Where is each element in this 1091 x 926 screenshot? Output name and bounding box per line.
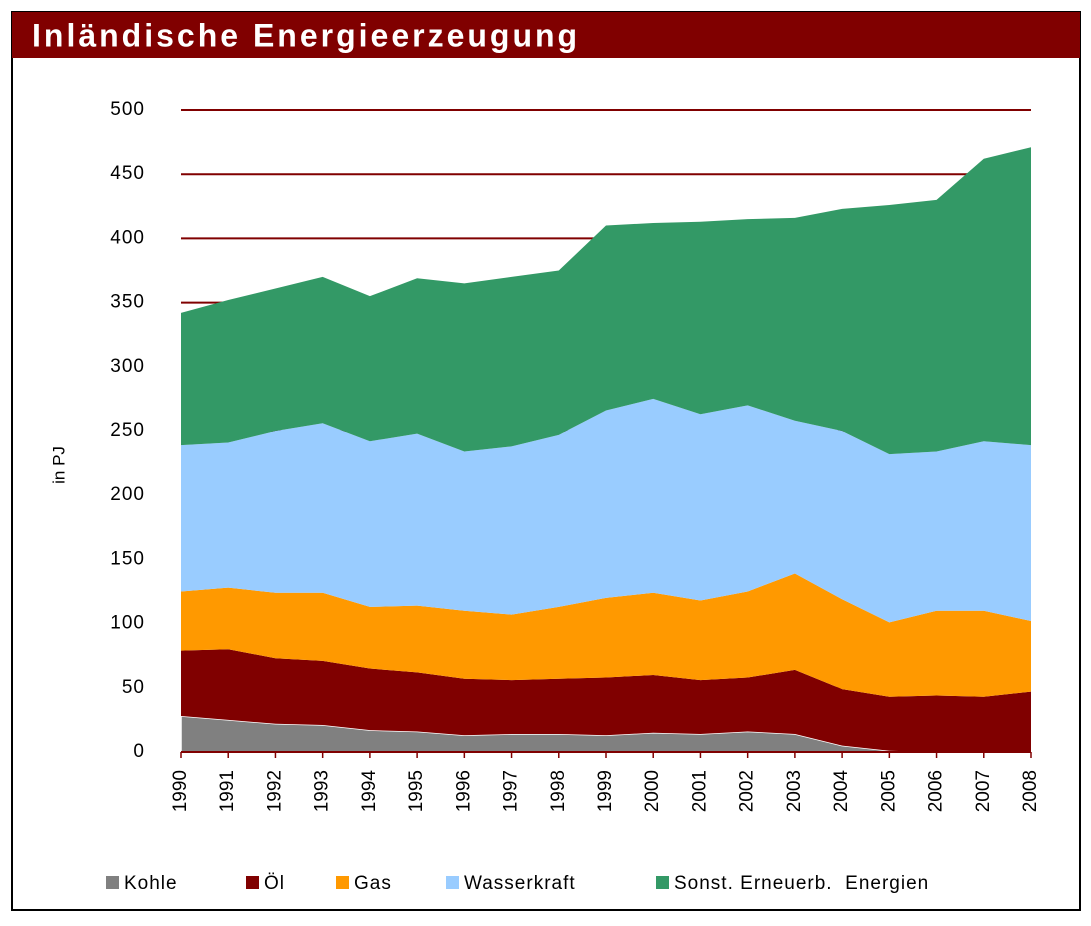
title-bar bbox=[12, 12, 1080, 58]
legend-swatch bbox=[446, 876, 459, 889]
legend-swatch bbox=[106, 876, 119, 889]
x-tick-label: 2008 bbox=[1020, 770, 1041, 812]
legend-label: Öl bbox=[264, 873, 285, 894]
x-tick-label: 1999 bbox=[595, 770, 616, 812]
legend-label: Gas bbox=[354, 873, 392, 894]
legend-label: Kohle bbox=[124, 873, 178, 894]
x-tick-label: 1997 bbox=[501, 770, 522, 812]
x-tick-label: 1992 bbox=[264, 770, 285, 812]
y-tick-label: 50 bbox=[122, 677, 145, 698]
legend-label: Sonst. Erneuerb. Energien bbox=[674, 873, 929, 894]
area bbox=[181, 649, 1031, 752]
x-tick-label: 1990 bbox=[170, 770, 191, 812]
x-tick-label: 2007 bbox=[973, 770, 994, 812]
x-tick-label: 1994 bbox=[359, 770, 380, 813]
x-tick-label: 1993 bbox=[312, 770, 333, 812]
x-tick-label: 1995 bbox=[406, 770, 427, 812]
x-tick-label: 1991 bbox=[217, 770, 238, 812]
y-tick-label: 150 bbox=[110, 548, 145, 569]
x-tick-label: 1996 bbox=[453, 770, 474, 812]
area bbox=[181, 573, 1031, 697]
legend-label: Wasserkraft bbox=[464, 873, 576, 894]
y-tick-label: 300 bbox=[110, 356, 145, 377]
y-tick-label: 250 bbox=[110, 420, 145, 441]
y-tick-label: 400 bbox=[110, 227, 145, 248]
y-axis-label: in PJ bbox=[49, 446, 68, 484]
x-tick-label: 2001 bbox=[689, 770, 710, 812]
y-tick-label: 450 bbox=[110, 163, 145, 184]
x-tick-label: 1998 bbox=[548, 770, 569, 812]
x-tick-label: 2002 bbox=[737, 770, 758, 812]
y-tick-label: 350 bbox=[110, 292, 145, 313]
legend-swatch bbox=[336, 876, 349, 889]
y-tick-label: 500 bbox=[110, 99, 145, 120]
x-tick-label: 2003 bbox=[784, 770, 805, 812]
legend-swatch bbox=[246, 876, 259, 889]
x-tick-label: 2006 bbox=[926, 770, 947, 812]
y-tick-label: 200 bbox=[110, 484, 145, 505]
y-tick-label: 0 bbox=[133, 741, 145, 762]
x-tick-label: 2004 bbox=[831, 770, 852, 813]
chart-title: Inländische Energieerzeugung bbox=[32, 17, 580, 53]
area bbox=[181, 398, 1031, 623]
x-tick-label: 2000 bbox=[642, 770, 663, 812]
x-tick-label: 2005 bbox=[878, 770, 899, 812]
area bbox=[181, 147, 1031, 455]
y-tick-label: 100 bbox=[110, 613, 145, 634]
legend-swatch bbox=[656, 876, 669, 889]
